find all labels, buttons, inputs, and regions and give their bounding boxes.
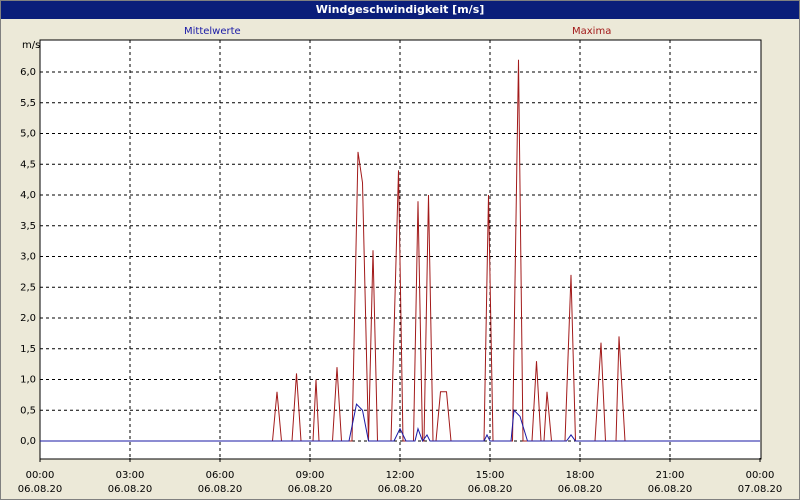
y-tick-label: 4,0 bbox=[20, 190, 36, 201]
x-tick-time: 00:00 bbox=[26, 470, 55, 481]
legend-mittelwerte: Mittelwerte bbox=[184, 26, 241, 37]
y-tick-label: 0,0 bbox=[20, 436, 36, 447]
x-tick-date: 06.08.20 bbox=[198, 484, 243, 495]
y-tick-label: 0,5 bbox=[20, 405, 36, 416]
x-tick-date: 06.08.20 bbox=[108, 484, 153, 495]
y-tick-label: 5,5 bbox=[20, 98, 36, 109]
x-tick-time: 00:00 bbox=[746, 470, 775, 481]
y-tick-label: 2,5 bbox=[20, 282, 36, 293]
x-tick-date: 06.08.20 bbox=[648, 484, 693, 495]
y-tick-label: 6,0 bbox=[20, 67, 36, 78]
x-tick-date: 06.08.20 bbox=[468, 484, 513, 495]
series-line-mittelwerte bbox=[40, 403, 760, 443]
y-tick-label: 1,0 bbox=[20, 375, 36, 386]
x-tick-date: 06.08.20 bbox=[18, 484, 63, 495]
y-tick-label: 3,5 bbox=[20, 221, 36, 232]
y-axis-ticks: 6,0 5,5 5,0 4,5 4,0 3,5 3,0 2,5 2,0 1,5 1,0 0,5 0,0 bbox=[20, 67, 36, 447]
series-line-maxima bbox=[40, 59, 760, 442]
legend-maxima: Maxima bbox=[572, 26, 612, 37]
x-tick-date: 07.08.20 bbox=[738, 484, 783, 495]
y-axis-label: m/s bbox=[22, 40, 40, 51]
x-tick-time: 21:00 bbox=[656, 470, 685, 481]
y-tick-label: 4,5 bbox=[20, 159, 36, 170]
chart-title: Windgeschwindigkeit [m/s] bbox=[1, 1, 799, 19]
y-tick-label: 3,0 bbox=[20, 252, 36, 263]
x-tick-time: 09:00 bbox=[296, 470, 325, 481]
y-tick-label: 5,0 bbox=[20, 129, 36, 140]
series-lines bbox=[40, 59, 760, 443]
x-tick-time: 06:00 bbox=[206, 470, 235, 481]
x-tick-time: 18:00 bbox=[566, 470, 595, 481]
y-tick-label: 1,5 bbox=[20, 344, 36, 355]
x-tick-time: 03:00 bbox=[116, 470, 145, 481]
x-tick-time: 12:00 bbox=[386, 470, 415, 481]
x-axis-ticks: 00:00 06.08.20 03:00 06.08.20 06:00 06.08.20 0… bbox=[18, 458, 783, 495]
x-tick-time: 15:00 bbox=[476, 470, 505, 481]
x-tick-date: 06.08.20 bbox=[378, 484, 423, 495]
grid bbox=[40, 40, 760, 458]
y-tick-label: 2,0 bbox=[20, 313, 36, 324]
x-tick-date: 06.08.20 bbox=[288, 484, 333, 495]
x-tick-date: 06.08.20 bbox=[558, 484, 603, 495]
